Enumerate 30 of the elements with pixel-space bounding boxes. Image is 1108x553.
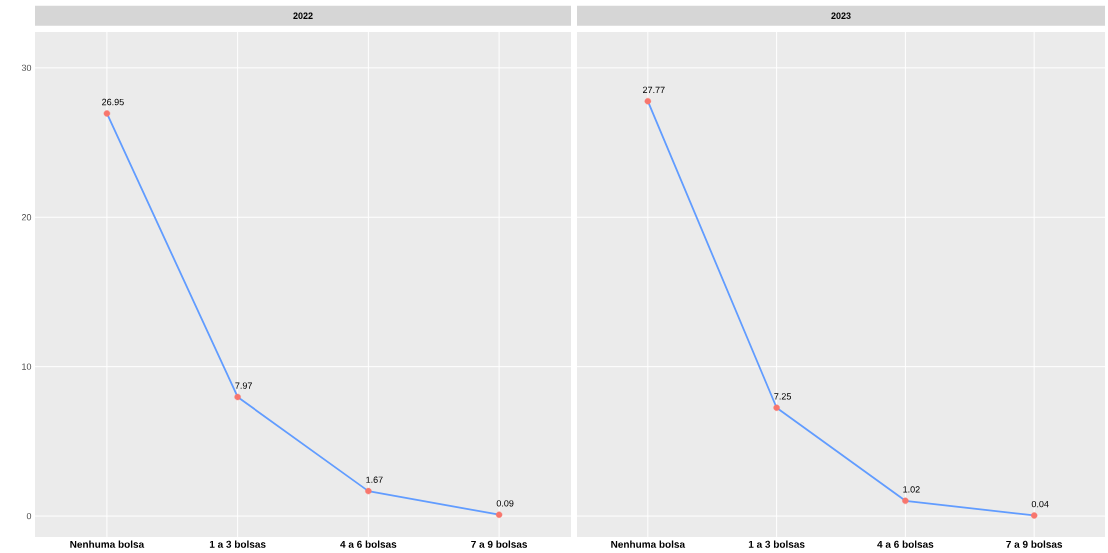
x-tick-label: Nenhuma bolsa [611,540,686,548]
data-label: 0.09 [496,500,514,507]
data-label: 1.02 [903,486,920,493]
point [234,393,241,401]
point [773,404,780,411]
x-tick-label: Nenhuma bolsa [70,540,145,548]
point [1030,512,1038,519]
point [495,511,503,518]
x-tick-label: 1 a 3 bolsas [209,540,266,548]
point [902,497,909,505]
point [365,487,372,495]
chart-title: 2023 [831,12,851,19]
point [103,110,111,117]
data-label: 7.25 [774,393,791,400]
data-label: 1.67 [366,476,383,483]
data-label: 27.77 [643,86,665,93]
x-tick-label: 4 a 6 bolsas [340,540,397,548]
point [644,97,652,105]
y-tick-label: 30 [21,64,32,72]
x-tick-label: 4 a 6 bolsas [877,540,934,548]
x-tick-label: 7 a 9 bolsas [471,540,528,548]
data-label: 26.95 [102,98,124,106]
data-label: 7.97 [235,382,252,389]
y-tick-label: 20 [21,214,32,221]
x-tick-label: 7 a 9 bolsas [1006,540,1063,548]
y-tick-label: 0 [26,512,32,520]
x-tick-label: 1 a 3 bolsas [748,540,805,548]
y-tick-label: 10 [22,363,32,370]
data-label: 0.04 [1031,500,1049,508]
chart-title: 2022 [293,12,313,19]
